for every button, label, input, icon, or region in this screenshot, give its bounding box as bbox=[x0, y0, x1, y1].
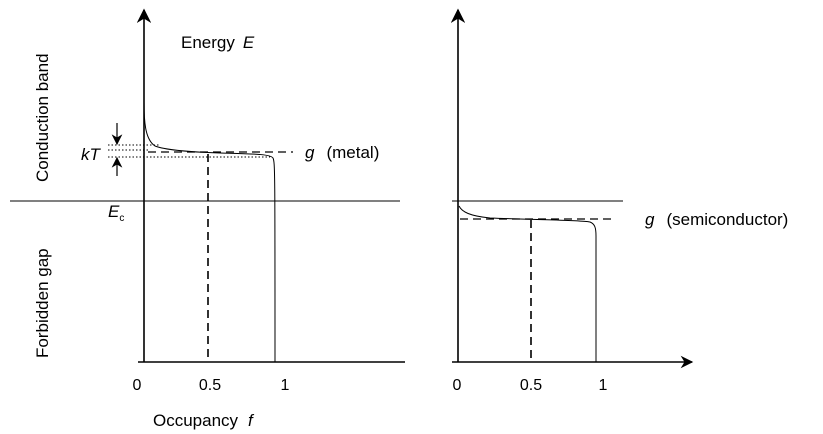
right-tick-0.5: 0.5 bbox=[520, 377, 542, 394]
left-tick-1: 1 bbox=[281, 377, 290, 394]
metal-occupancy-curve bbox=[143, 102, 276, 363]
occupancy-label: Occupancy f bbox=[153, 411, 255, 430]
semiconductor-panel bbox=[450, 8, 694, 369]
kT-label: kT bbox=[81, 145, 102, 164]
left-tick-0.5: 0.5 bbox=[199, 377, 221, 394]
semiconductor-fermi-label: g (semiconductor) bbox=[645, 210, 788, 229]
semi-occupancy-curve bbox=[458, 205, 597, 362]
metal-panel bbox=[10, 8, 405, 363]
forbidden-gap-label: Forbidden gap bbox=[33, 248, 52, 358]
band-edge-label: Ec bbox=[108, 202, 124, 224]
conduction-band-label: Conduction band bbox=[33, 53, 52, 182]
metal-fermi-label: g (metal) bbox=[305, 143, 379, 162]
right-tick-0: 0 bbox=[453, 377, 462, 394]
energy-label: Energy E bbox=[181, 33, 255, 52]
left-tick-0: 0 bbox=[133, 377, 142, 394]
right-tick-1: 1 bbox=[599, 377, 608, 394]
